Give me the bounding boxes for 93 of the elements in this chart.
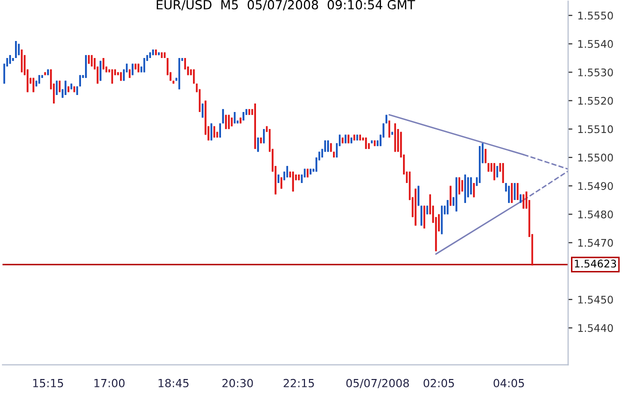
candlestick [456, 176, 458, 212]
candlestick [134, 63, 136, 70]
y-tick-label: 1.5550 [578, 12, 613, 20]
y-tick-label: 1.5480 [578, 210, 613, 218]
candlestick [143, 57, 146, 73]
candlestick [446, 199, 449, 215]
candlestick [359, 134, 362, 142]
x-tick-label: 22:15 [284, 378, 314, 388]
x-tick-label: 15:15 [33, 379, 64, 388]
chart-title: EUR/USD M5 05/07/2008 09:10:54 GMT [156, 0, 416, 10]
candlestick [32, 77, 34, 93]
candlestick [327, 140, 329, 152]
x-tick-label: 20:30 [222, 378, 253, 388]
candlestick [414, 188, 416, 226]
y-tick-label: 1.5530 [578, 68, 613, 76]
y-tick-label: 1.5520 [578, 96, 613, 105]
candlestick [240, 116, 242, 124]
candlestick [262, 128, 265, 144]
candlestick [68, 86, 70, 93]
candlestick [64, 80, 66, 96]
candlestick [298, 174, 300, 181]
candlestick [228, 114, 230, 130]
candlestick [47, 68, 49, 76]
candlestick [450, 185, 452, 206]
candlestick [149, 52, 151, 59]
y-tick-label: 1.5490 [578, 182, 613, 190]
candlestick [254, 102, 256, 150]
candlestick [138, 63, 140, 73]
candlestick [350, 136, 352, 144]
candlestick [344, 134, 346, 144]
candlestick [418, 185, 420, 206]
candlestick [423, 205, 426, 230]
candlestick [152, 48, 154, 56]
candlestick [484, 148, 486, 164]
candlestick [56, 80, 58, 96]
candlestick [473, 182, 475, 198]
candlestick [219, 122, 221, 138]
candlestick [260, 136, 262, 144]
candlestick [79, 74, 81, 88]
candlestick [120, 72, 122, 82]
candlestick [155, 48, 157, 56]
candlestick [202, 102, 204, 118]
candlestick [44, 72, 46, 76]
candlestick [420, 205, 422, 226]
candlestick [348, 134, 350, 144]
x-tick-label: 18:45 [158, 378, 188, 388]
candlestick [132, 63, 134, 76]
candlestick [172, 80, 174, 84]
y-tick-label: 1.5470 [578, 238, 613, 247]
candlestick [102, 57, 104, 70]
x-tick-label: 05/07/2008 [346, 378, 409, 388]
ref-line-label: 1.54623 [574, 260, 616, 268]
candlestick [522, 194, 524, 210]
x-tick-label: 02:05 [424, 378, 454, 388]
candlestick [502, 162, 504, 184]
candlestick [310, 168, 312, 176]
y-tick-label: 1.5440 [578, 324, 613, 332]
candlestick [520, 194, 522, 204]
candlestick [488, 162, 490, 172]
candlestick [85, 54, 87, 79]
candlestick [278, 174, 280, 184]
candlestick [292, 170, 294, 192]
y-tick-label: 1.5450 [578, 296, 613, 304]
candlestick [386, 114, 388, 124]
candlestick [257, 136, 259, 152]
candlestick [280, 176, 282, 190]
candlestick [330, 142, 332, 152]
candlestick [210, 122, 212, 142]
y-tick-label: 1.5500 [578, 154, 613, 162]
candlestick [342, 136, 344, 144]
candlestick [9, 54, 11, 64]
candlestick [225, 114, 227, 130]
y-tick-label: 1.5540 [578, 40, 613, 48]
y-tick-label: 1.5510 [578, 125, 613, 134]
candlestick [493, 162, 496, 181]
candlestick [242, 111, 244, 122]
candlestick [470, 176, 472, 196]
candlestick [333, 151, 335, 158]
x-tick-label: 04:05 [494, 378, 524, 388]
candlestick [516, 182, 519, 201]
candlestick [365, 136, 367, 150]
candlestick [388, 120, 390, 138]
candlestick [222, 108, 224, 124]
candlestick [514, 183, 516, 200]
candlestick [458, 176, 460, 196]
candlestick [306, 168, 309, 178]
candlestick [100, 60, 102, 82]
x-tick-label: 17:00 [94, 378, 125, 388]
candlestick [15, 40, 17, 59]
candlestick [508, 185, 510, 204]
candlestick [510, 182, 513, 204]
candlestick [12, 57, 14, 62]
candlestick [20, 48, 23, 73]
